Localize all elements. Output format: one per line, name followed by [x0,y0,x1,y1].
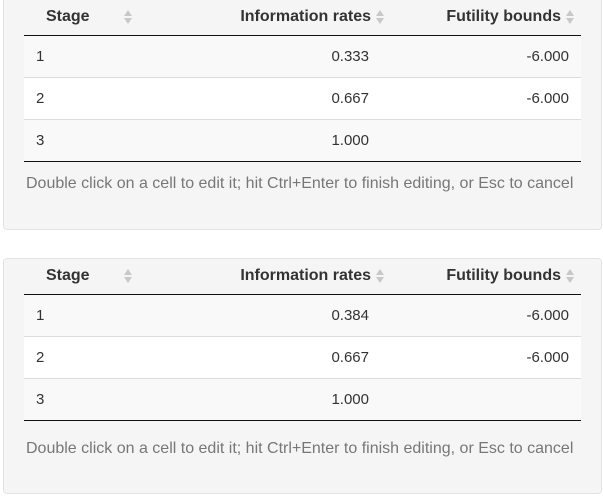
cell-futility-bound[interactable] [391,377,581,421]
cell-futility-bound[interactable]: -6.000 [391,76,581,119]
sort-icon[interactable] [124,9,132,25]
cell-information-rate[interactable]: 0.333 [134,35,391,77]
table-row: 3 1.000 [24,118,581,162]
editable-table-1: Stage Information rates Futility bounds … [24,0,581,162]
cell-futility-bound[interactable] [391,118,581,162]
cell-information-rate[interactable]: 0.384 [134,294,391,336]
cell-futility-bound[interactable]: -6.000 [391,335,581,378]
edit-hint-text: Double click on a cell to edit it; hit C… [26,440,574,457]
cell-information-rate[interactable]: 0.667 [134,76,391,119]
cell-stage[interactable]: 1 [24,35,134,77]
sort-icon[interactable] [566,268,574,284]
header-row: Stage Information rates Futility bounds [24,0,581,36]
edit-hint-text: Double click on a cell to edit it; hit C… [26,175,574,192]
sort-icon[interactable] [566,9,574,25]
table-row: 2 0.667 -6.000 [24,335,581,378]
header-stage[interactable]: Stage [24,259,134,295]
table-row: 1 0.384 -6.000 [24,294,581,336]
editable-table-2: Stage Information rates Futility bounds … [24,259,581,421]
cell-information-rate[interactable]: 1.000 [134,377,391,421]
cell-stage[interactable]: 3 [24,377,134,421]
cell-information-rate[interactable]: 0.667 [134,335,391,378]
cell-stage[interactable]: 2 [24,76,134,119]
table-row: 1 0.333 -6.000 [24,35,581,77]
header-row: Stage Information rates Futility bounds [24,259,581,295]
cell-stage[interactable]: 2 [24,335,134,378]
cell-stage[interactable]: 3 [24,118,134,162]
sort-icon[interactable] [376,9,384,25]
header-information-rates[interactable]: Information rates [134,0,391,36]
table-panel-1: Stage Information rates Futility bounds … [3,0,602,230]
cell-futility-bound[interactable]: -6.000 [391,35,581,77]
header-futility-bounds[interactable]: Futility bounds [391,259,581,295]
table-row: 3 1.000 [24,377,581,421]
cell-stage[interactable]: 1 [24,294,134,336]
table-panel-2: Stage Information rates Futility bounds … [3,258,602,494]
header-stage[interactable]: Stage [24,0,134,36]
sort-icon[interactable] [376,268,384,284]
header-information-rates[interactable]: Information rates [134,259,391,295]
table-row: 2 0.667 -6.000 [24,76,581,119]
sort-icon[interactable] [124,268,132,284]
cell-futility-bound[interactable]: -6.000 [391,294,581,336]
cell-information-rate[interactable]: 1.000 [134,118,391,162]
header-futility-bounds[interactable]: Futility bounds [391,0,581,36]
